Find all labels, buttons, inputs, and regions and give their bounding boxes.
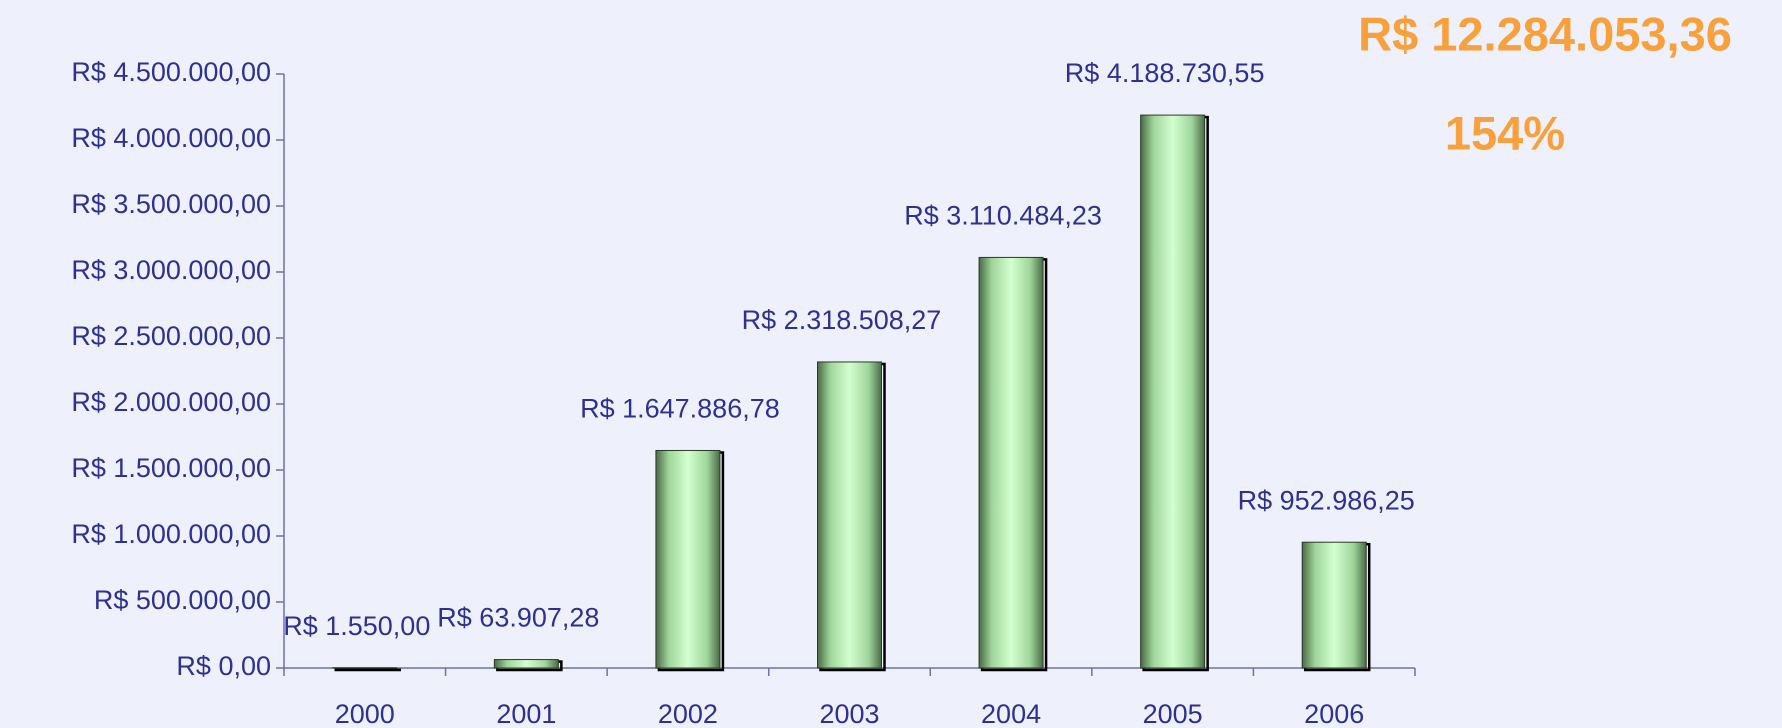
bar — [1140, 114, 1206, 669]
value-label: R$ 3.110.484,23 — [904, 201, 1102, 231]
y-tick-label: R$ 2.000.000,00 — [71, 387, 271, 417]
value-label: R$ 1.647.886,78 — [580, 394, 780, 424]
y-tick-label: R$ 4.000.000,00 — [71, 123, 271, 153]
value-label: R$ 2.318.508,27 — [742, 305, 942, 335]
y-tick-label: R$ 3.500.000,00 — [71, 189, 271, 219]
y-tick-label: R$ 1.500.000,00 — [71, 453, 271, 483]
growth-annotation: 154% — [1445, 106, 1565, 159]
bar — [493, 659, 559, 669]
y-tick-label: R$ 4.500.000,00 — [71, 57, 271, 87]
y-tick-label: R$ 3.000.000,00 — [71, 255, 271, 285]
x-tick-label: 2006 — [1304, 699, 1364, 728]
bar — [655, 449, 721, 669]
x-tick-label: 2001 — [496, 699, 556, 728]
total-annotation: R$ 12.284.053,36 — [1358, 7, 1732, 60]
x-tick-label: 2003 — [819, 699, 879, 728]
bar — [817, 361, 882, 669]
x-tick-label: 2005 — [1143, 699, 1203, 728]
y-tick-label: R$ 0,00 — [176, 651, 271, 681]
x-tick-label: 2000 — [335, 699, 395, 728]
x-tick-label: 2002 — [658, 699, 718, 728]
value-label: R$ 63.907,28 — [437, 603, 599, 633]
bar — [1301, 541, 1367, 669]
value-label: R$ 1.550,00 — [283, 611, 430, 641]
x-tick-label: 2004 — [981, 699, 1041, 728]
y-tick-label: R$ 500.000,00 — [94, 585, 271, 615]
y-tick-label: R$ 1.000.000,00 — [71, 519, 271, 549]
y-tick-label: R$ 2.500.000,00 — [71, 321, 271, 351]
value-label: R$ 952.986,25 — [1238, 485, 1415, 515]
bar — [978, 256, 1044, 669]
value-label: R$ 4.188.730,55 — [1065, 58, 1265, 88]
